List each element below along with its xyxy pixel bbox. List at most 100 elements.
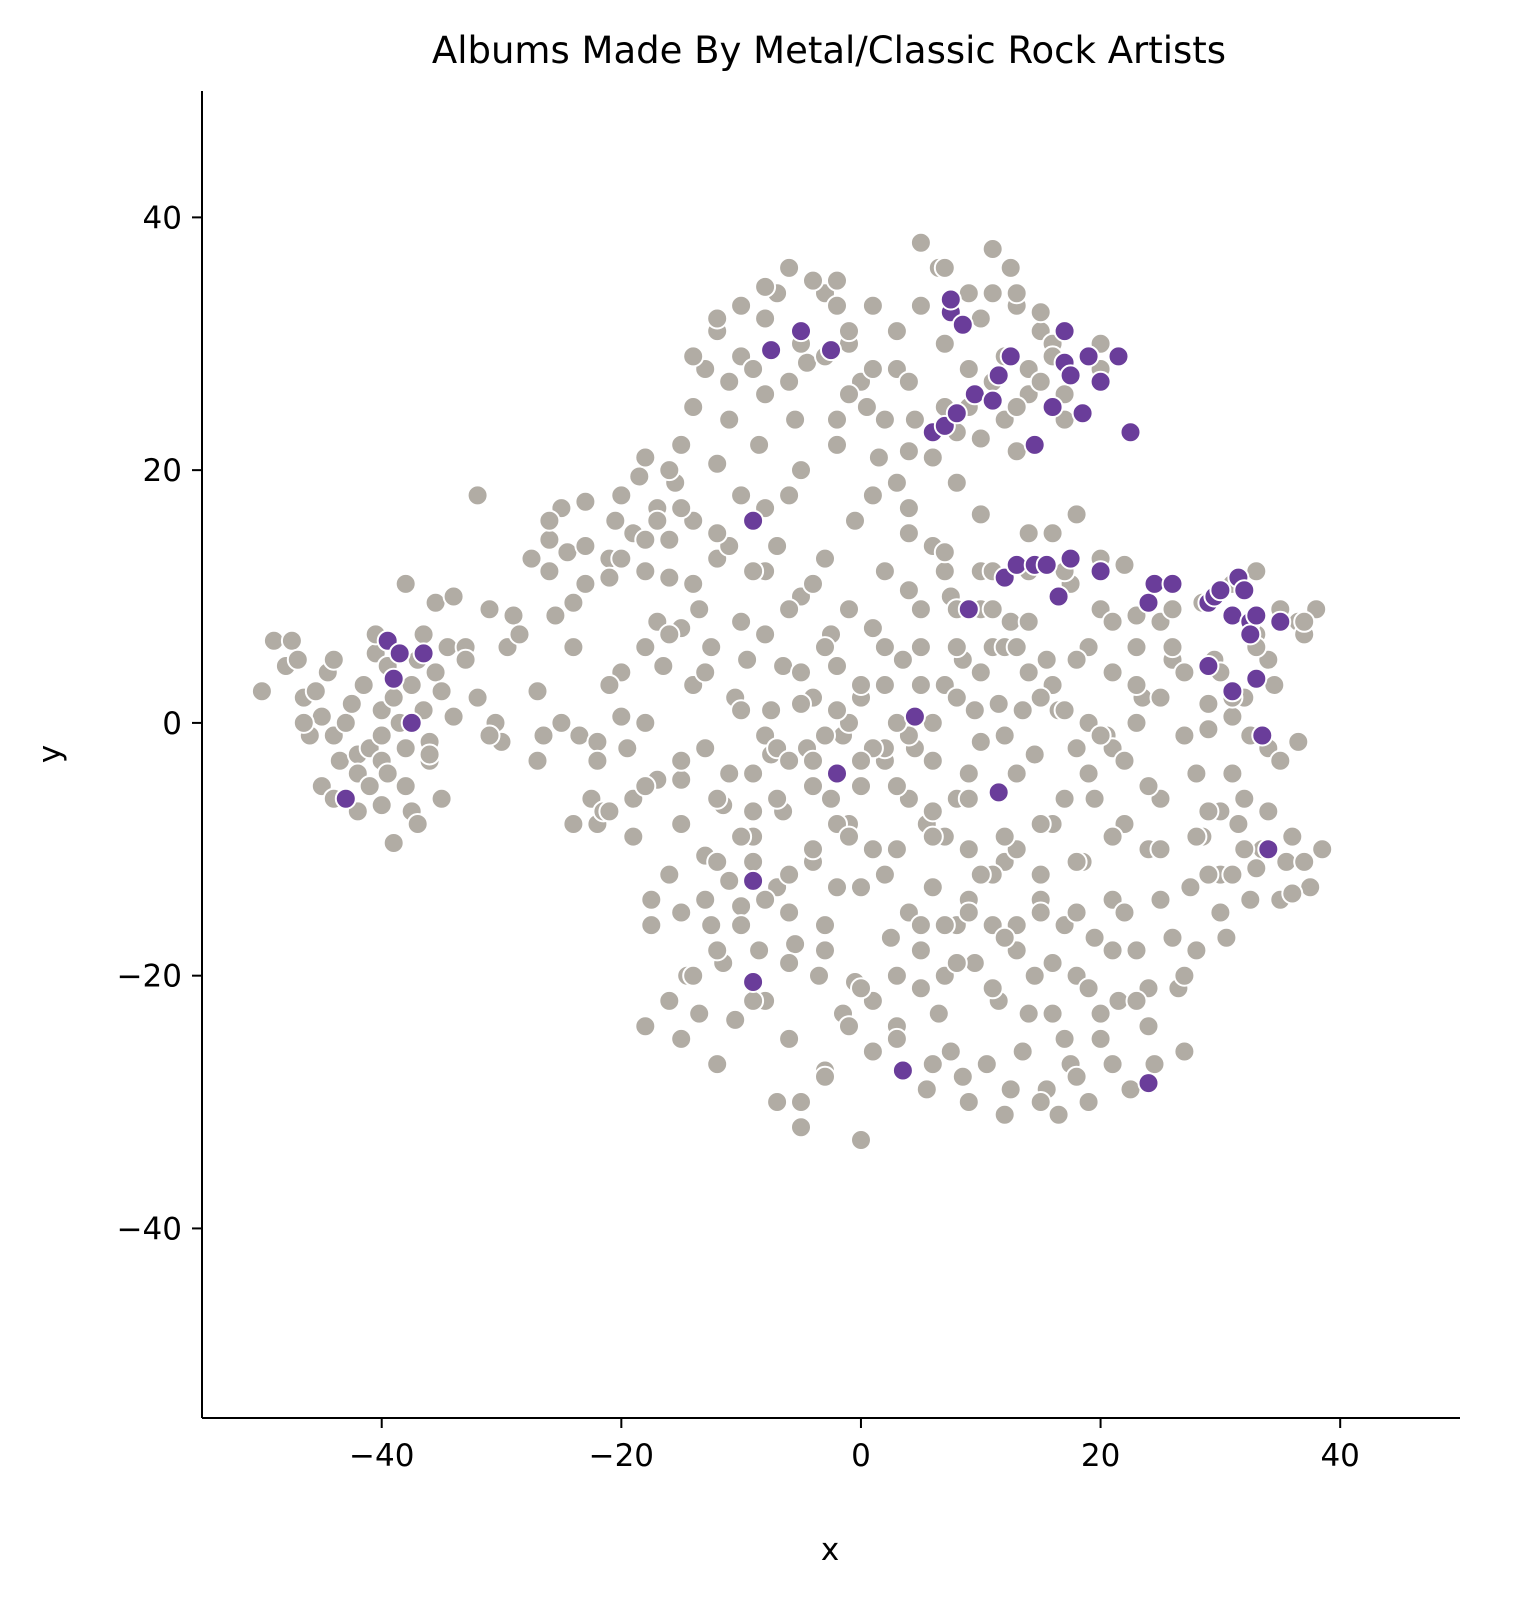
- x-ticks: −40 −20 0 20 40: [349, 1418, 1360, 1474]
- other-point: [670, 433, 693, 456]
- other-point: [885, 838, 908, 861]
- other-point: [1017, 661, 1040, 684]
- other-point: [909, 294, 932, 317]
- other-point: [969, 307, 992, 330]
- other-point: [1029, 370, 1052, 393]
- other-point: [993, 724, 1016, 747]
- highlight-point: [1245, 604, 1268, 627]
- highlight-point: [1209, 579, 1232, 602]
- other-point: [1281, 825, 1304, 848]
- other-point: [1113, 901, 1136, 924]
- other-point: [370, 794, 393, 817]
- other-point: [897, 440, 920, 463]
- other-point: [670, 768, 693, 791]
- other-point: [1017, 610, 1040, 633]
- other-point: [1149, 888, 1172, 911]
- other-point: [730, 825, 753, 848]
- other-point: [1065, 1065, 1088, 1088]
- other-point: [742, 800, 765, 823]
- other-point: [921, 1053, 944, 1076]
- other-point: [574, 490, 597, 513]
- other-point: [754, 623, 777, 646]
- other-point: [688, 598, 711, 621]
- other-point: [718, 762, 741, 785]
- other-point: [826, 269, 848, 292]
- other-point: [1029, 901, 1052, 924]
- other-point: [1137, 1015, 1160, 1038]
- other-point: [844, 509, 866, 532]
- other-point: [658, 459, 681, 482]
- other-point: [670, 901, 693, 924]
- other-point: [993, 825, 1016, 848]
- other-point: [1161, 598, 1184, 621]
- other-point: [778, 598, 801, 621]
- other-point: [826, 876, 848, 899]
- other-point: [921, 825, 944, 848]
- highlight-point: [987, 781, 1010, 804]
- other-point: [478, 598, 501, 621]
- other-point: [706, 787, 729, 810]
- other-point: [957, 1091, 980, 1113]
- other-point: [838, 825, 860, 848]
- highlight-point: [1251, 724, 1274, 747]
- y-ticks: −40 −20 0 20 40: [117, 200, 202, 1247]
- highlight-point: [400, 711, 423, 734]
- other-point: [610, 484, 633, 507]
- other-point: [873, 560, 896, 583]
- other-point: [921, 876, 944, 899]
- other-point: [634, 1015, 657, 1038]
- other-point: [1005, 440, 1028, 463]
- highlight-point: [334, 787, 357, 810]
- other-point: [400, 674, 423, 696]
- other-point: [1161, 636, 1184, 659]
- other-point: [1065, 850, 1088, 873]
- other-point: [820, 787, 842, 810]
- highlight-point: [1023, 433, 1046, 456]
- other-point: [706, 1053, 729, 1076]
- other-point: [286, 648, 309, 671]
- other-point: [969, 661, 992, 684]
- other-point: [1185, 825, 1208, 848]
- highlight-point: [742, 509, 765, 532]
- other-point: [838, 598, 860, 621]
- other-point: [1065, 648, 1088, 671]
- other-point: [1233, 838, 1256, 861]
- other-point: [885, 1027, 908, 1050]
- other-point: [634, 528, 657, 551]
- other-point: [861, 1040, 884, 1063]
- highlight-point: [760, 339, 783, 362]
- other-point: [1173, 661, 1196, 684]
- other-point: [981, 238, 1004, 260]
- highlight-point: [1071, 402, 1094, 425]
- other-point: [850, 674, 872, 696]
- other-point: [915, 1078, 938, 1101]
- other-point: [574, 572, 597, 595]
- other-point: [394, 737, 417, 760]
- x-tick-label: 40: [1320, 1438, 1359, 1474]
- other-point: [1005, 762, 1028, 785]
- other-point: [376, 762, 399, 785]
- other-point: [909, 914, 932, 937]
- other-point: [939, 1040, 962, 1063]
- other-point: [826, 655, 848, 677]
- other-point: [706, 307, 729, 330]
- other-point: [682, 345, 705, 368]
- other-point: [1125, 939, 1148, 962]
- other-point: [442, 585, 465, 608]
- highlight-point: [1077, 345, 1100, 368]
- other-point: [430, 680, 453, 703]
- other-point: [1005, 282, 1028, 305]
- highlight-point: [1257, 838, 1280, 861]
- other-point: [909, 598, 932, 621]
- highlight-point: [1239, 623, 1262, 646]
- other-point: [933, 332, 956, 355]
- other-point: [730, 484, 753, 507]
- other-point: [748, 433, 771, 456]
- other-point: [334, 711, 357, 734]
- other-point: [754, 307, 777, 330]
- highlight-point: [1041, 396, 1064, 418]
- other-point: [598, 674, 621, 696]
- other-point: [993, 1103, 1016, 1126]
- other-point: [670, 813, 693, 835]
- highlight-point: [1233, 579, 1256, 602]
